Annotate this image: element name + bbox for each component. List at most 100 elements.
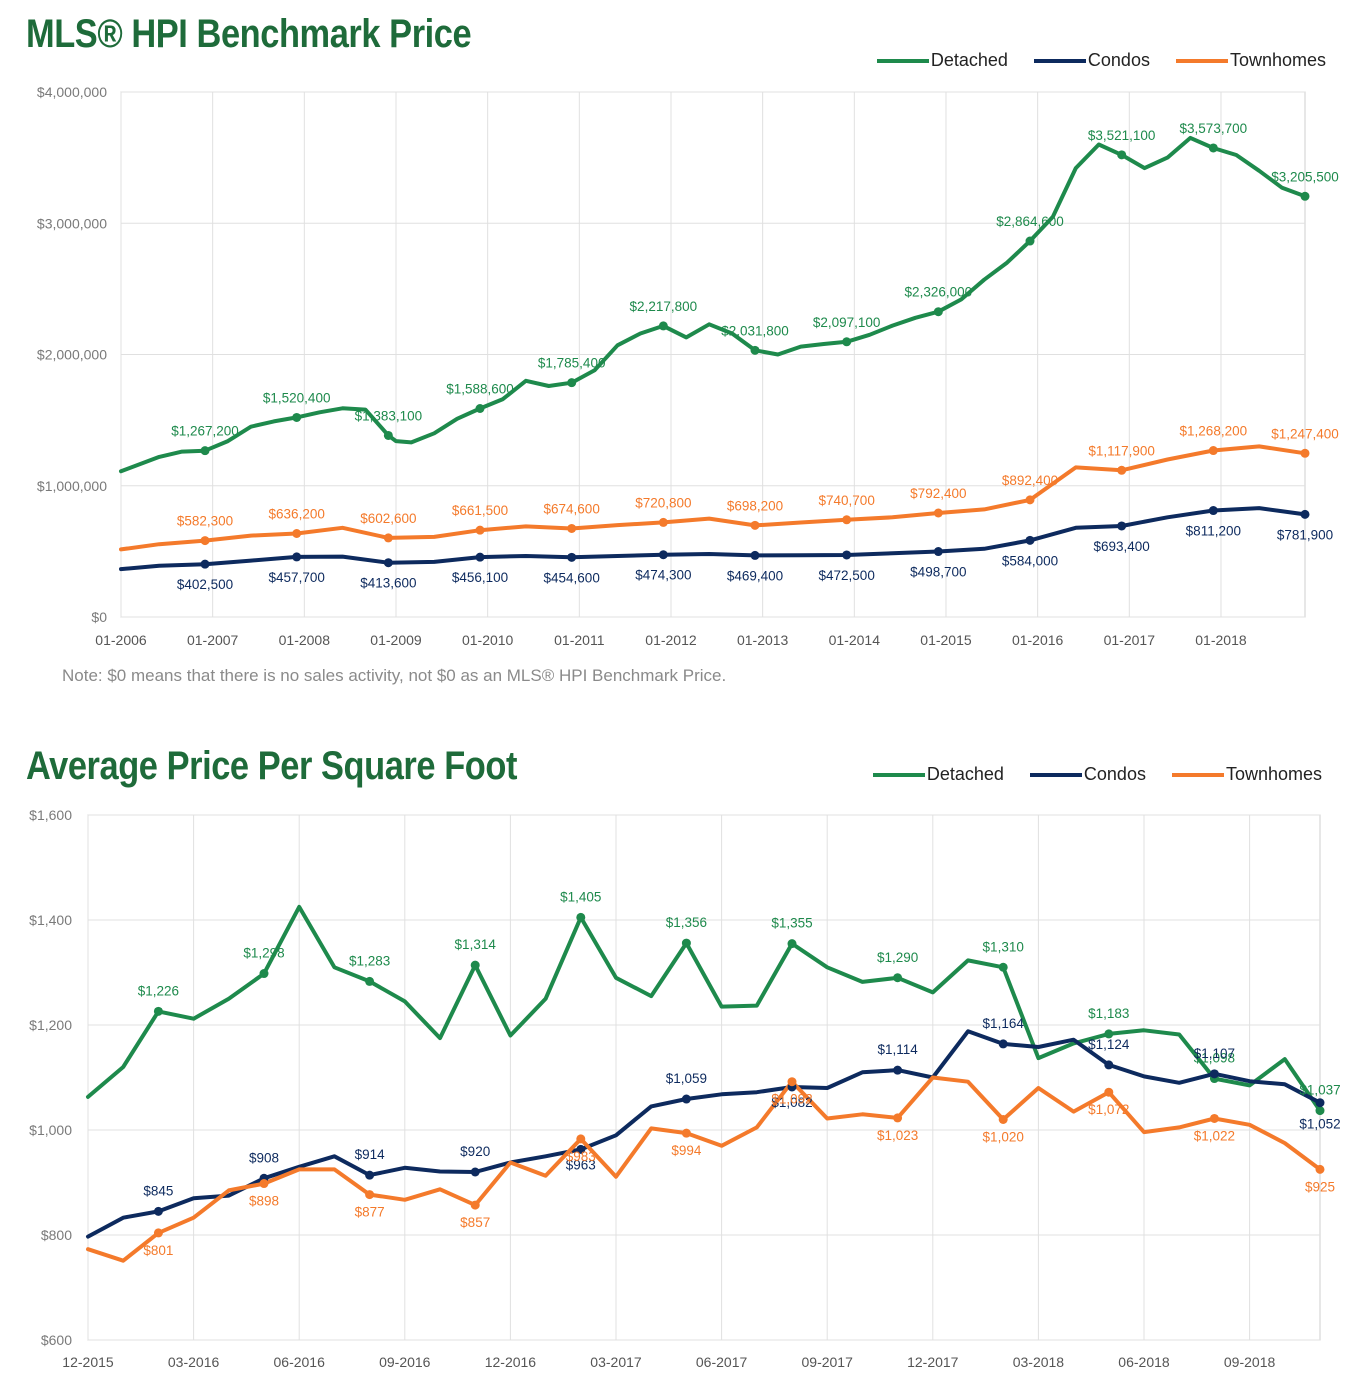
chart-title: MLS® HPI Benchmark Price bbox=[26, 12, 472, 56]
data-label-condos: $469,400 bbox=[727, 568, 783, 583]
data-point-condos bbox=[292, 552, 302, 562]
data-point-townhomes bbox=[1025, 495, 1035, 505]
data-label-condos: $1,082 bbox=[771, 1095, 812, 1110]
data-point-condos bbox=[576, 1144, 586, 1154]
series-line-townhomes bbox=[119, 444, 1307, 552]
data-label-detached: $3,573,700 bbox=[1180, 121, 1248, 136]
data-point-detached bbox=[200, 446, 210, 456]
data-label-condos: $457,700 bbox=[269, 570, 325, 585]
chart-note: Note: $0 means that there is no sales ac… bbox=[62, 666, 727, 685]
x-tick-label: 01-2010 bbox=[462, 632, 514, 648]
data-label-detached: $2,326,000 bbox=[905, 285, 973, 300]
data-point-condos bbox=[893, 1065, 903, 1075]
data-point-condos bbox=[842, 550, 852, 560]
data-label-townhomes: $983 bbox=[566, 1149, 596, 1164]
data-label-condos: $402,500 bbox=[177, 577, 233, 592]
x-tick-label: 06-2018 bbox=[1118, 1354, 1170, 1370]
data-label-condos: $693,400 bbox=[1094, 539, 1150, 554]
data-point-condos bbox=[681, 1094, 691, 1104]
data-point-townhomes bbox=[787, 1077, 797, 1087]
data-label-townhomes: $857 bbox=[460, 1215, 490, 1230]
data-label-condos: $1,059 bbox=[666, 1071, 707, 1086]
legend-item-condos: Condos bbox=[1033, 50, 1150, 71]
data-point-townhomes bbox=[383, 533, 393, 543]
chart-legend: Detached Condos Townhomes bbox=[876, 50, 1326, 71]
data-point-detached bbox=[475, 403, 485, 413]
data-point-detached bbox=[567, 378, 577, 388]
data-label-condos: $498,700 bbox=[910, 565, 966, 580]
data-point-condos bbox=[1104, 1060, 1114, 1070]
data-point-townhomes bbox=[292, 528, 302, 538]
data-point-condos bbox=[475, 552, 485, 562]
series-line-detached bbox=[86, 904, 1322, 1113]
data-point-townhomes bbox=[200, 536, 210, 546]
data-label-condos: $914 bbox=[355, 1147, 386, 1162]
data-label-townhomes: $898 bbox=[249, 1194, 279, 1209]
data-point-detached bbox=[1208, 143, 1218, 153]
data-point-condos bbox=[470, 1167, 480, 1177]
legend-label: Detached bbox=[930, 50, 1008, 70]
data-label-detached: $1,356 bbox=[666, 915, 707, 930]
y-tick-label: $1,000,000 bbox=[37, 478, 107, 494]
data-point-condos bbox=[1300, 509, 1310, 519]
data-label-townhomes: $1,022 bbox=[1194, 1128, 1235, 1143]
y-tick-label: $600 bbox=[41, 1332, 72, 1348]
data-label-detached: $1,355 bbox=[771, 916, 812, 931]
data-label-condos: $584,000 bbox=[1002, 553, 1058, 568]
data-point-townhomes bbox=[1208, 446, 1218, 456]
x-tick-label: 01-2018 bbox=[1195, 632, 1247, 648]
data-point-townhomes bbox=[658, 517, 668, 527]
data-label-detached: $1,405 bbox=[560, 889, 601, 904]
data-point-detached bbox=[750, 345, 760, 355]
series-line-condos bbox=[119, 506, 1307, 572]
data-label-detached: $2,031,800 bbox=[721, 323, 789, 338]
data-point-detached bbox=[842, 337, 852, 347]
y-tick-label: $3,000,000 bbox=[37, 215, 107, 231]
data-label-condos: $920 bbox=[460, 1144, 490, 1159]
x-tick-label: 06-2016 bbox=[274, 1354, 326, 1370]
data-label-condos: $845 bbox=[143, 1183, 173, 1198]
data-label-detached: $2,864,600 bbox=[996, 214, 1064, 229]
series-line-townhomes bbox=[86, 1075, 1322, 1263]
chart-plot: $600 $800 $1,000 $1,200 $1,400 $1,600 12-2015 0… bbox=[29, 807, 1340, 1370]
data-point-detached bbox=[470, 960, 480, 970]
data-label-detached: $3,521,100 bbox=[1088, 128, 1156, 143]
data-point-condos bbox=[153, 1206, 163, 1216]
x-tick-label: 03-2016 bbox=[168, 1354, 220, 1370]
data-point-detached bbox=[787, 939, 797, 949]
data-point-detached bbox=[1315, 1106, 1325, 1116]
x-tick-label: 03-2018 bbox=[1013, 1354, 1065, 1370]
legend-item-townhomes: Townhomes bbox=[1175, 50, 1326, 71]
data-label-condos: $474,300 bbox=[635, 568, 691, 583]
x-tick-label: 09-2018 bbox=[1224, 1354, 1276, 1370]
data-label-townhomes: $1,092 bbox=[771, 1092, 812, 1107]
data-label-detached: $1,183 bbox=[1088, 1006, 1129, 1021]
data-point-detached bbox=[998, 962, 1008, 972]
data-point-condos bbox=[1209, 1069, 1219, 1079]
data-label-condos: $908 bbox=[249, 1150, 279, 1165]
data-label-condos: $811,200 bbox=[1186, 524, 1241, 539]
y-tick-label: $2,000,000 bbox=[37, 347, 107, 363]
data-label-townhomes: $801 bbox=[143, 1243, 173, 1258]
data-point-condos bbox=[933, 547, 943, 557]
y-tick-label: $1,600 bbox=[29, 807, 72, 823]
data-label-townhomes: $698,200 bbox=[727, 498, 783, 513]
data-label-townhomes: $1,117,900 bbox=[1088, 443, 1155, 458]
benchmark-price-chart: MLS® HPI Benchmark Price Detached Condos… bbox=[26, 12, 1339, 685]
data-label-detached: $1,314 bbox=[455, 937, 497, 952]
chart-title: Average Price Per Square Foot bbox=[26, 744, 517, 788]
x-tick-label: 01-2017 bbox=[1104, 632, 1156, 648]
x-tick-label: 01-2012 bbox=[645, 632, 697, 648]
data-label-townhomes: $1,268,200 bbox=[1180, 424, 1248, 439]
data-label-townhomes: $740,700 bbox=[819, 493, 875, 508]
x-tick-label: 01-2008 bbox=[279, 632, 331, 648]
data-point-condos bbox=[365, 1170, 375, 1180]
data-label-condos: $472,500 bbox=[819, 568, 875, 583]
data-label-condos: $454,600 bbox=[544, 570, 600, 585]
data-point-detached bbox=[259, 969, 269, 979]
x-tick-label: 01-2014 bbox=[829, 632, 881, 648]
chart-plot: $0 $1,000,000 $2,000,000 $3,000,000 $4,000,0… bbox=[37, 84, 1339, 648]
legend-item-detached: Detached bbox=[872, 764, 1004, 785]
data-point-detached bbox=[153, 1006, 163, 1016]
data-label-condos: $963 bbox=[566, 1157, 596, 1172]
